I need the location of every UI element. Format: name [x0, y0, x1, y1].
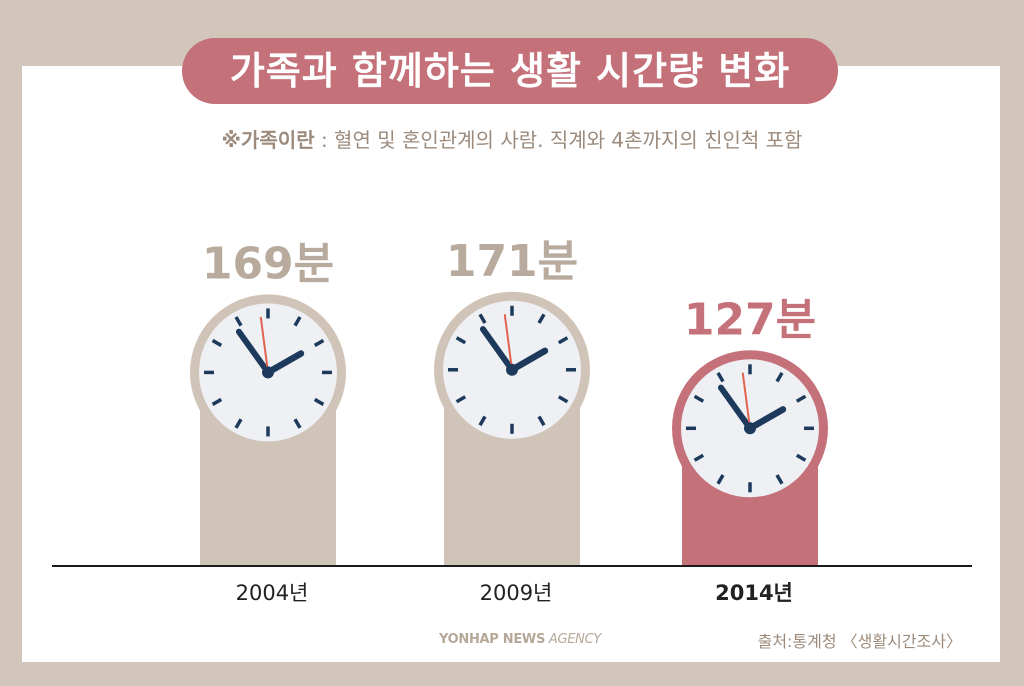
clock-tick	[313, 338, 325, 347]
clock-tick	[775, 474, 784, 485]
clock-tick	[293, 418, 302, 429]
clock-tick	[537, 313, 546, 324]
clock-tick	[455, 395, 467, 404]
hour-hand	[508, 347, 549, 374]
clock-tick	[455, 336, 467, 345]
clock-tick	[537, 415, 546, 427]
note-prefix: ※가족이란	[221, 128, 315, 152]
clock-tick	[775, 371, 784, 383]
page-title: 가족과 함께하는 생활 시간량 변화	[182, 38, 838, 104]
clock-tick	[234, 418, 243, 429]
source-text: 출처:통계청 〈생활시간조사〉	[757, 632, 962, 651]
clock-tick	[557, 395, 569, 404]
value-label: 127분	[684, 294, 816, 345]
clock-tick	[478, 313, 487, 324]
second-hand	[741, 372, 751, 429]
bar-group: 171분 2009년	[434, 236, 590, 605]
agency-logo: YONHAP NEWS AGENCY	[400, 632, 640, 647]
category-label: 2004년	[236, 581, 309, 605]
clock-tick	[313, 397, 325, 406]
value-label: 169분	[202, 238, 334, 289]
clock-tick	[693, 453, 705, 462]
clock-icon	[190, 294, 346, 451]
definition-note: ※가족이란 : 혈연 및 혼인관계의 사람. 직계와 4촌까지의 친인척 포함	[0, 124, 1024, 153]
hour-hand	[746, 406, 787, 432]
clock-tick	[693, 394, 705, 403]
clock-tick	[795, 453, 807, 462]
clock-tick	[716, 371, 725, 383]
agency-logo-light: AGENCY	[545, 632, 601, 647]
clock-tick	[478, 415, 487, 427]
minute-hand	[717, 384, 753, 432]
clock-icon	[672, 350, 828, 507]
clock-tick	[293, 316, 302, 327]
clock-tick	[557, 336, 569, 345]
clock-tick	[716, 474, 725, 485]
clock-tick	[234, 316, 243, 327]
category-label: 2014년	[715, 581, 793, 605]
bar-group: 127분 2014년	[672, 294, 828, 605]
clock-tick	[211, 338, 223, 347]
clock-pin	[262, 366, 274, 379]
hour-hand	[264, 350, 305, 376]
agency-logo-bold: YONHAP NEWS	[438, 632, 546, 647]
category-label: 2009년	[480, 581, 553, 605]
clock-tick	[211, 397, 223, 406]
clock-pin	[506, 363, 518, 376]
bar-group: 169분 2004년	[190, 238, 346, 605]
minute-hand	[479, 326, 515, 373]
note-text: : 혈연 및 혼인관계의 사람. 직계와 4촌까지의 친인척 포함	[314, 128, 803, 152]
second-hand	[259, 316, 269, 373]
minute-hand	[235, 328, 271, 376]
clock-icon	[434, 291, 590, 448]
second-hand	[503, 314, 513, 370]
clock-pin	[744, 422, 756, 435]
clock-tick	[795, 394, 807, 403]
value-label: 171분	[446, 236, 578, 287]
